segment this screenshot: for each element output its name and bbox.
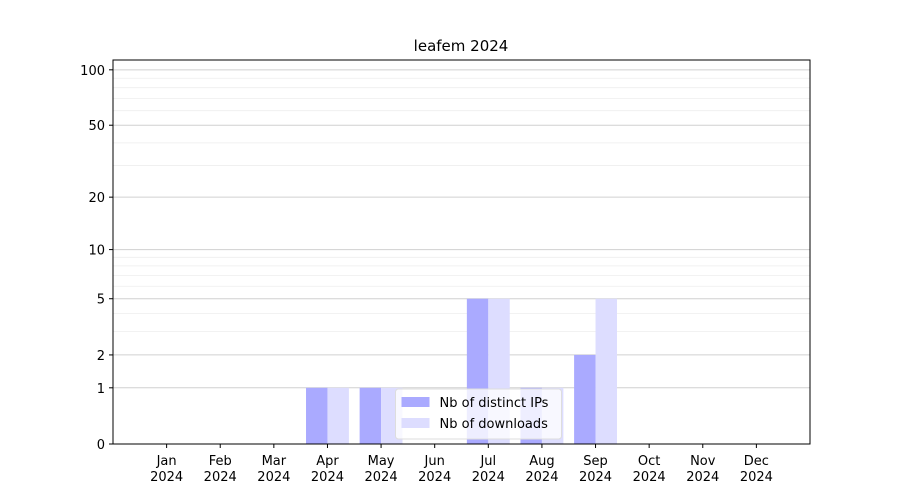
y-tick-label: 0 — [97, 438, 105, 453]
x-tick-label: Jul — [479, 454, 496, 469]
x-tick-label: 2024 — [579, 470, 612, 485]
x-tick-label: Feb — [209, 454, 232, 469]
bar — [574, 354, 596, 444]
x-tick-label: 2024 — [740, 470, 773, 485]
bar — [306, 387, 328, 444]
x-tick-label: Dec — [744, 454, 769, 469]
x-tick-label: 2024 — [472, 470, 505, 485]
legend-label: Nb of downloads — [440, 417, 549, 432]
y-tick-label: 20 — [88, 191, 105, 206]
x-tick-label: 2024 — [633, 470, 666, 485]
y-tick-label: 10 — [88, 244, 105, 259]
legend-swatch — [401, 418, 430, 428]
x-tick-label: 2024 — [257, 470, 290, 485]
legend-box — [395, 388, 562, 440]
y-tick-label: 50 — [88, 119, 105, 134]
y-tick-label: 2 — [97, 349, 105, 364]
legend-swatch — [401, 397, 430, 407]
x-tick-label: 2024 — [686, 470, 719, 485]
bar — [595, 298, 617, 444]
x-tick-label: Aug — [529, 454, 554, 469]
legend-label: Nb of distinct IPs — [440, 396, 549, 411]
plot-frame — [112, 59, 811, 445]
y-tick-label: 5 — [97, 293, 105, 308]
x-tick-label: 2024 — [311, 470, 344, 485]
bar — [327, 387, 349, 444]
x-tick-label: Jan — [156, 454, 177, 469]
x-tick-label: 2024 — [418, 470, 451, 485]
x-tick-label: 2024 — [204, 470, 237, 485]
x-tick-label: Sep — [583, 454, 608, 469]
x-tick-label: Mar — [262, 454, 287, 469]
x-tick-label: Apr — [316, 454, 339, 469]
x-tick-label: Oct — [638, 454, 660, 469]
x-tick-label: Jun — [424, 454, 445, 469]
x-tick-label: 2024 — [365, 470, 398, 485]
y-tick-label: 100 — [80, 64, 105, 79]
chart-title: leafem 2024 — [414, 37, 509, 55]
bar — [359, 387, 382, 444]
x-tick-label: May — [368, 454, 395, 469]
x-tick-label: 2024 — [525, 470, 558, 485]
x-tick-label: 2024 — [150, 470, 183, 485]
y-tick-label: 1 — [97, 382, 105, 397]
x-tick-label: Nov — [690, 454, 716, 469]
